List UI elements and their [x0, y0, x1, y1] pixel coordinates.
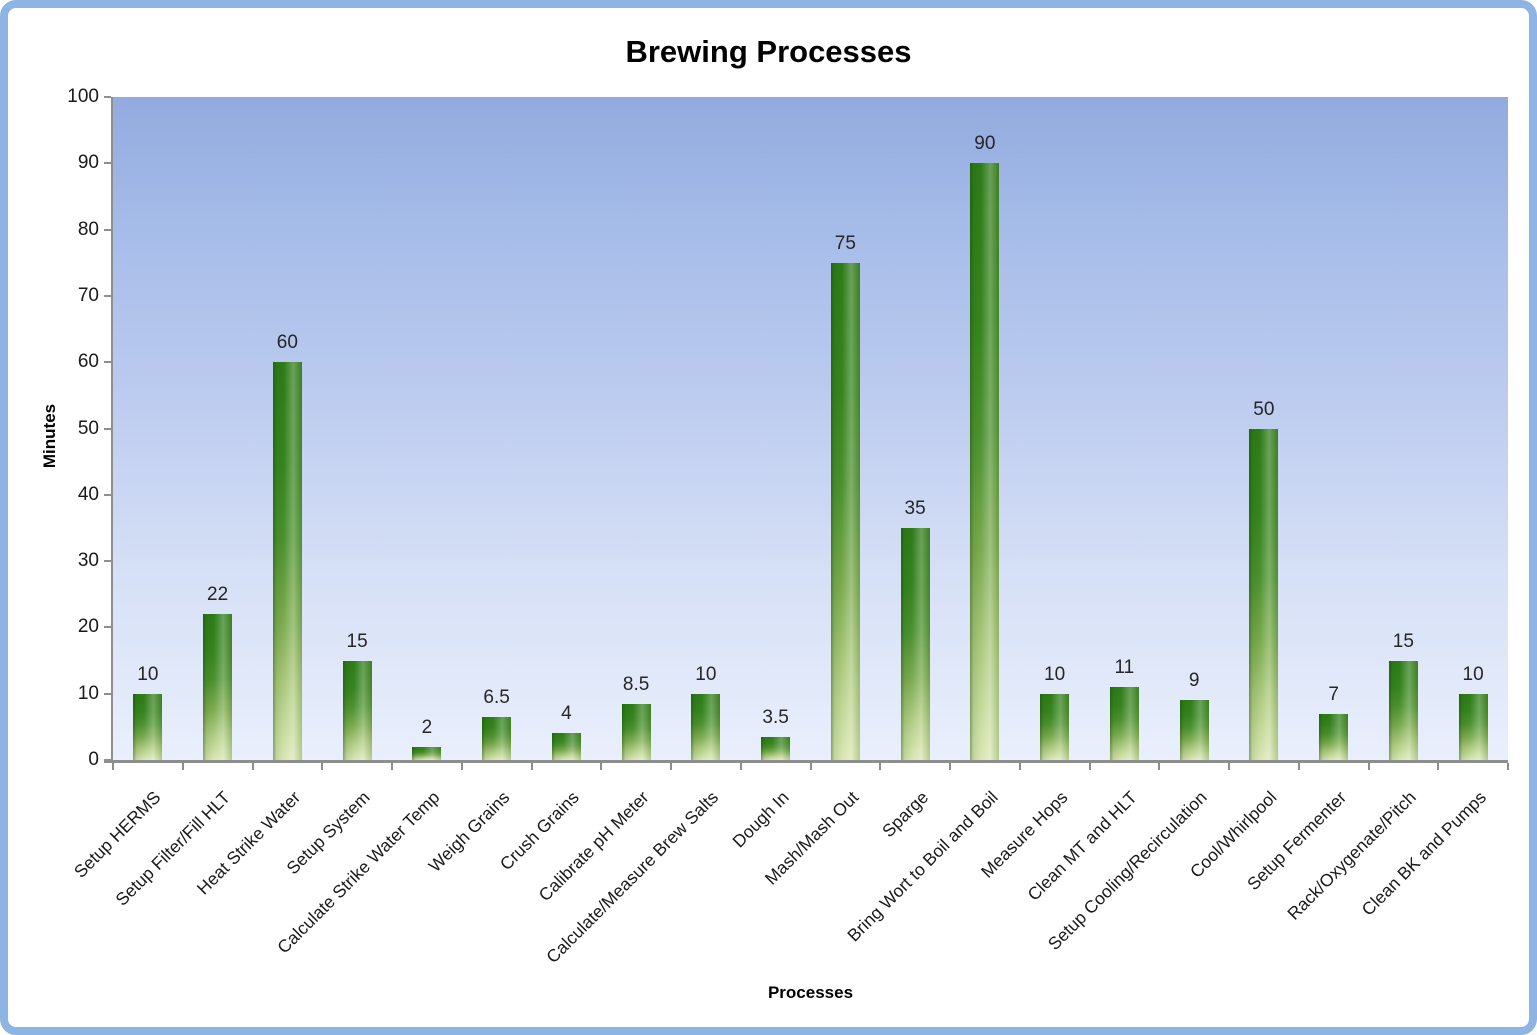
bar [761, 736, 791, 760]
x-axis-title: Processes [767, 983, 854, 1002]
x-tick-mark [1507, 763, 1509, 770]
bar [970, 163, 1000, 760]
bar-value-label: 10 [695, 663, 717, 685]
bar [1109, 687, 1139, 760]
y-tick-label: 60 [77, 351, 99, 373]
plot-area [113, 97, 1508, 760]
bar [133, 693, 163, 760]
y-tick-mark [104, 96, 111, 98]
bar-value-label: 10 [1462, 663, 1484, 685]
bar [691, 693, 721, 760]
bar-value-label: 10 [1044, 663, 1066, 685]
x-tick-mark [879, 763, 882, 770]
y-tick-label: 50 [77, 417, 99, 439]
bar [621, 703, 651, 760]
y-tick-label: 0 [88, 749, 99, 770]
bar-value-label: 90 [974, 133, 996, 155]
x-tick-mark [1018, 763, 1021, 770]
y-tick-label: 90 [77, 152, 99, 174]
bar-value-label: 6.5 [483, 686, 510, 708]
y-tick-label: 30 [77, 550, 99, 572]
bar-value-label: 22 [207, 584, 229, 606]
y-tick-label: 100 [67, 86, 99, 107]
x-tick-mark [181, 763, 184, 770]
x-tick-mark [1228, 763, 1230, 770]
x-tick-mark [460, 763, 463, 770]
x-tick-mark [251, 763, 254, 770]
bar [272, 362, 302, 760]
y-tick-mark [104, 626, 111, 629]
bar [900, 527, 930, 760]
x-tick-mark [1297, 763, 1300, 770]
y-tick-mark [104, 427, 111, 430]
y-axis-line [111, 97, 113, 762]
x-tick-mark [112, 763, 114, 770]
y-tick-label: 40 [77, 483, 99, 505]
bar-value-label: 50 [1253, 398, 1275, 420]
bar [412, 746, 442, 760]
x-tick-mark [1088, 763, 1091, 770]
bar-value-label: 2 [421, 716, 433, 738]
bar [1319, 713, 1349, 760]
x-tick-mark [530, 763, 533, 770]
x-tick-mark [1158, 763, 1161, 770]
y-tick-mark [104, 692, 111, 695]
bar-value-label: 11 [1114, 657, 1135, 679]
bar-value-label: 15 [1392, 630, 1414, 652]
bar [1249, 428, 1279, 760]
x-tick-mark [949, 763, 951, 770]
bar [1458, 693, 1488, 760]
y-tick-mark [104, 228, 111, 231]
bar-value-label: 15 [346, 630, 368, 652]
x-tick-mark [600, 763, 603, 770]
x-tick-mark [1367, 763, 1370, 770]
bar-value-label: 35 [904, 497, 926, 519]
bar [1040, 693, 1070, 760]
chart-title: Brewing Processes [625, 34, 912, 69]
x-axis-line [104, 760, 1508, 763]
y-tick-mark [104, 162, 111, 165]
y-axis-title: Minutes [40, 403, 59, 469]
bar-value-label: 60 [276, 332, 298, 354]
bar-value-label: 3.5 [762, 706, 789, 728]
x-tick-mark [739, 763, 742, 770]
x-tick-mark [321, 763, 324, 770]
bar [830, 262, 860, 760]
bar-value-label: 8.5 [622, 673, 650, 695]
y-tick-mark [104, 294, 111, 297]
bar-value-label: 75 [834, 232, 856, 254]
bar [1179, 700, 1209, 760]
y-tick-label: 80 [77, 218, 99, 240]
x-tick-mark [1437, 763, 1440, 770]
y-tick-label: 70 [77, 284, 99, 306]
bar [342, 660, 372, 760]
bar [203, 614, 233, 760]
bar [482, 716, 512, 760]
y-tick-mark [104, 493, 111, 496]
bar-value-label: 9 [1188, 670, 1200, 692]
x-tick-mark [809, 763, 812, 770]
bar-value-label: 7 [1328, 683, 1339, 705]
y-tick-label: 20 [77, 616, 99, 638]
bar-value-label: 10 [137, 663, 159, 685]
y-tick-mark [104, 560, 111, 563]
x-tick-mark [670, 763, 672, 770]
y-tick-mark [104, 759, 111, 761]
bar-value-label: 4 [561, 703, 572, 725]
bar [551, 733, 581, 760]
x-tick-mark [391, 763, 393, 770]
bar [1388, 660, 1418, 760]
y-tick-mark [104, 361, 111, 364]
y-tick-label: 10 [77, 682, 99, 704]
